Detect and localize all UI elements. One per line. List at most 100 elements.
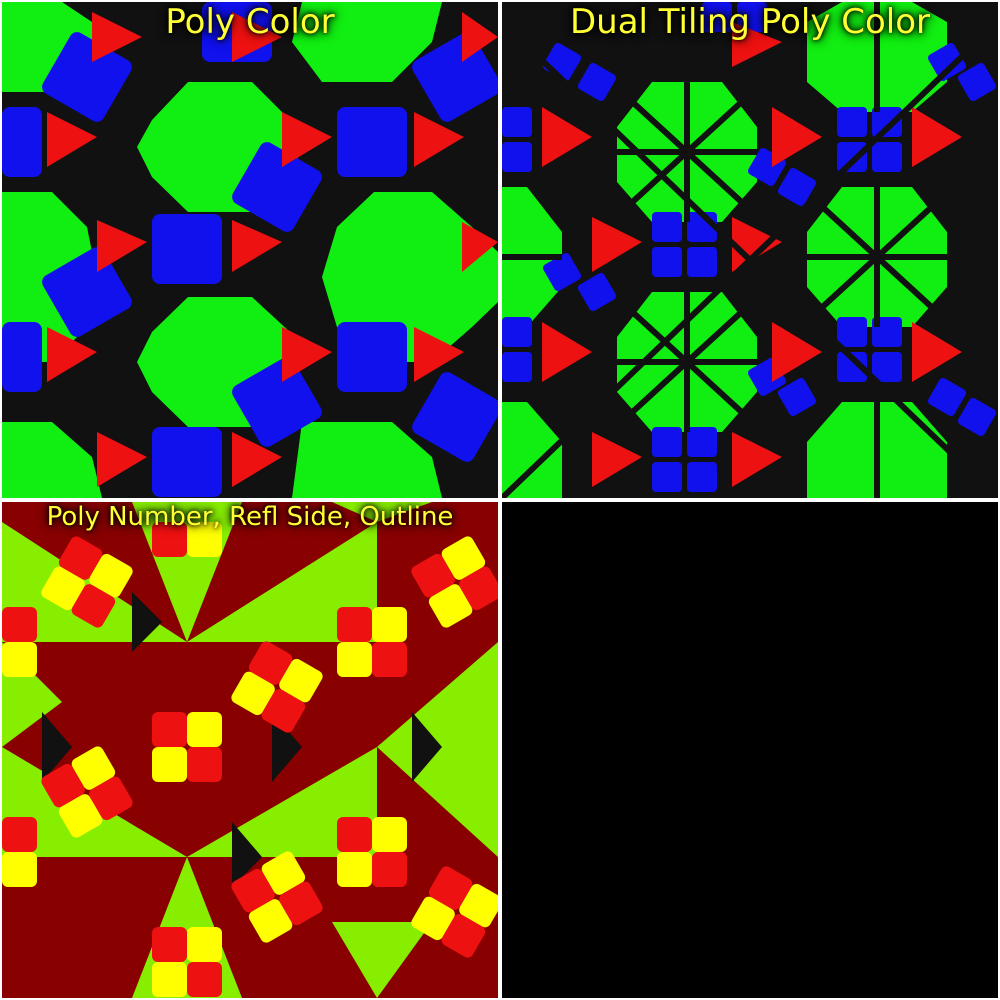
blue-square [872, 107, 902, 137]
blue-square [957, 62, 997, 102]
red-triangle [732, 22, 782, 67]
blue-square [837, 317, 867, 347]
checker-yellow [459, 883, 498, 928]
checker-red [58, 536, 103, 580]
blue-square [872, 142, 902, 172]
checker-yellow [71, 746, 116, 790]
blue-square [2, 107, 42, 177]
checker-red [411, 553, 455, 598]
red-triangle [282, 327, 332, 382]
blue-square [737, 2, 767, 32]
checker-red [231, 868, 275, 913]
poly-number-tiling [2, 502, 498, 998]
checker-red [187, 747, 222, 782]
checker-yellow [187, 522, 222, 557]
blue-square [652, 427, 682, 457]
checker-red [152, 712, 187, 747]
black-triangle [42, 712, 72, 782]
black-triangle [232, 822, 262, 887]
checker-red [337, 817, 372, 852]
dual-edge [814, 199, 940, 315]
red-triangle [97, 432, 147, 487]
checker-yellow [411, 896, 455, 941]
checker-yellow [41, 566, 85, 611]
blue-square [577, 272, 617, 312]
red-triangle [462, 222, 498, 272]
poly-color-panel: Poly Color [2, 2, 498, 498]
red-triangle [542, 107, 592, 167]
blue-square [872, 352, 902, 382]
blue-square [652, 462, 682, 492]
green-dodecagon [322, 192, 498, 362]
checker-yellow [279, 658, 323, 703]
dual-edge [624, 304, 750, 420]
red-triangle [232, 220, 282, 272]
green-dodecagon [292, 422, 442, 498]
blue-square [337, 107, 407, 177]
checker-yellow [152, 747, 187, 782]
red-triangle [462, 12, 498, 62]
red-triangle [542, 322, 592, 382]
red-triangle [232, 12, 282, 62]
checker-yellow [58, 794, 103, 838]
dual-tiling-poly-color-panel: Dual Tiling Poly Color [502, 2, 998, 498]
black-triangle [272, 712, 302, 782]
red-triangle [732, 432, 782, 487]
red-triangle [592, 217, 642, 272]
blue-square [232, 357, 322, 447]
red-triangle [772, 322, 822, 382]
checker-yellow [2, 852, 37, 887]
checker-yellow [337, 852, 372, 887]
dual-edge [502, 19, 998, 498]
green-dodecagon [502, 402, 562, 498]
red-triangle [772, 107, 822, 167]
checker-yellow [372, 607, 407, 642]
blue-square [577, 62, 617, 102]
checker-red [41, 763, 85, 808]
checker-squares [2, 522, 498, 997]
blue-square [152, 214, 222, 284]
poly-number-refl-side-outline-panel: Poly Number, Refl Side, Outline [2, 502, 498, 998]
blue-square-group [502, 2, 997, 492]
blue-square [927, 42, 967, 82]
blue-square [232, 142, 322, 232]
blue-square [502, 107, 532, 137]
red-triangle [232, 432, 282, 487]
checker-red [89, 776, 133, 821]
blue-square [652, 247, 682, 277]
checker-yellow [441, 536, 486, 580]
blue-square [687, 247, 717, 277]
checker-red [187, 962, 222, 997]
blue-square [412, 32, 498, 122]
checker-yellow [428, 584, 473, 628]
blue-square [542, 252, 582, 292]
dual-tiling-poly-color-tiling [502, 2, 998, 498]
red-triangle [912, 322, 962, 382]
checker-yellow [89, 553, 133, 598]
blue-square [837, 107, 867, 137]
blue-square [957, 397, 997, 437]
green-dodecagon [2, 422, 102, 498]
black-triangle [412, 712, 442, 782]
checker-red [2, 607, 37, 642]
blue-square [652, 212, 682, 242]
blue-square [687, 427, 717, 457]
empty-panel [502, 502, 998, 998]
black-triangle [132, 592, 162, 652]
red-triangle [414, 327, 464, 382]
lime-wedge [332, 502, 432, 522]
black-triangles [42, 592, 442, 887]
checker-yellow [372, 817, 407, 852]
checker-red [337, 607, 372, 642]
checker-red [152, 522, 187, 557]
green-dodecagon [292, 2, 442, 82]
blue-square [502, 142, 532, 172]
dual-edge [624, 94, 750, 210]
checker-red [152, 927, 187, 962]
red-triangle-group [542, 22, 962, 487]
red-triangle [97, 220, 147, 272]
checker-yellow [187, 927, 222, 962]
blue-square [777, 377, 817, 417]
checker-yellow [337, 642, 372, 677]
red-triangle [912, 107, 962, 167]
